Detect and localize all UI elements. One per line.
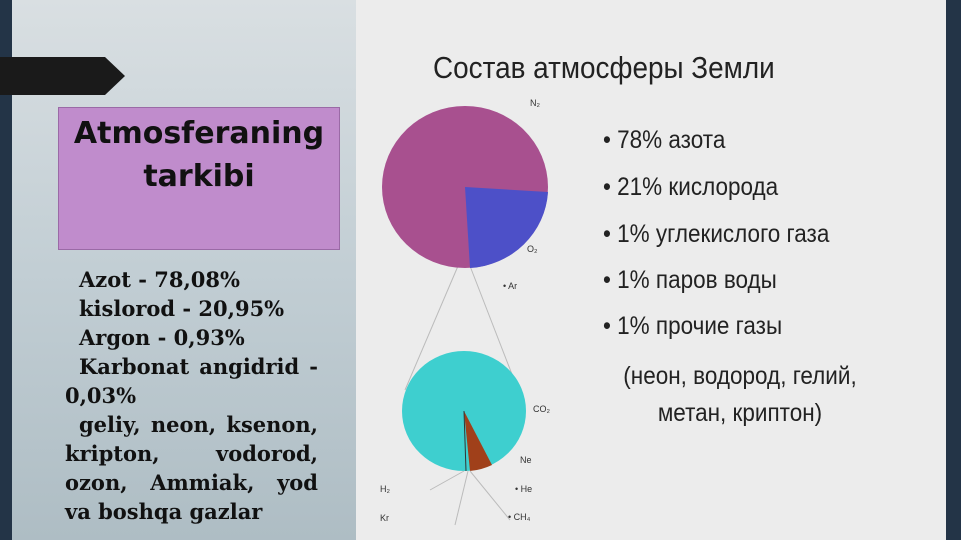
- pie-label-text: Ar: [508, 281, 518, 291]
- item: kislorod - 20,95%: [79, 296, 285, 321]
- bullet: • 21% кислорода: [603, 173, 779, 201]
- pie-label-text: CH₄: [513, 512, 531, 522]
- item: Argon - 0,93%: [79, 325, 245, 350]
- arrow-shape: [0, 57, 125, 95]
- item: geliy, neon, ksenon, kripton, vodorod, o…: [65, 412, 318, 524]
- pie-label: • Ar: [503, 281, 518, 291]
- note: (неон, водород, гелий, метан, криптон): [623, 362, 857, 427]
- pie-label-text: He: [520, 484, 533, 494]
- right-stripe: [946, 0, 961, 540]
- bullet: • 1% прочие газы: [603, 312, 783, 340]
- item: Karbonat angidrid - 0,03%: [65, 354, 318, 408]
- pie-label: Ne: [520, 455, 532, 465]
- bullet-text: 1% паров воды: [617, 266, 777, 294]
- pie-label: • CH₄: [508, 512, 531, 522]
- connector: [454, 470, 469, 526]
- heading-box: Atmosferaning tarkibi: [58, 107, 340, 250]
- left-stripe: [0, 0, 12, 540]
- pie-label: N₂: [530, 98, 540, 108]
- bullet: • 1% углекислого газа: [603, 220, 830, 248]
- pie-label: O₂: [527, 244, 538, 254]
- pie-label: Kr: [380, 513, 389, 523]
- pie-label: CO₂: [533, 404, 550, 414]
- connector: [404, 265, 459, 391]
- item: Azot - 78,08%: [79, 267, 240, 292]
- item-list: Azot - 78,08% kislorod - 20,95% Argon - …: [65, 265, 318, 526]
- pie-label: • He: [515, 484, 533, 494]
- pie-label: H₂: [380, 484, 390, 494]
- arrow: [0, 57, 125, 95]
- connector: [429, 470, 465, 491]
- bullet: • 78% азота: [603, 126, 726, 154]
- bullet-text: 21% кислорода: [617, 173, 779, 201]
- pie-o2: [465, 187, 548, 268]
- bullet: • 1% паров воды: [603, 266, 777, 294]
- pie-line: [463, 410, 467, 472]
- bullet-text: 1% прочие газы: [617, 312, 783, 340]
- bullet-text: 78% азота: [617, 126, 726, 154]
- image-title: Состав атмосферы Земли: [433, 50, 775, 85]
- bullet-text: 1% углекислого газа: [617, 220, 830, 248]
- pie-ne: [464, 411, 492, 471]
- connector: [469, 470, 511, 521]
